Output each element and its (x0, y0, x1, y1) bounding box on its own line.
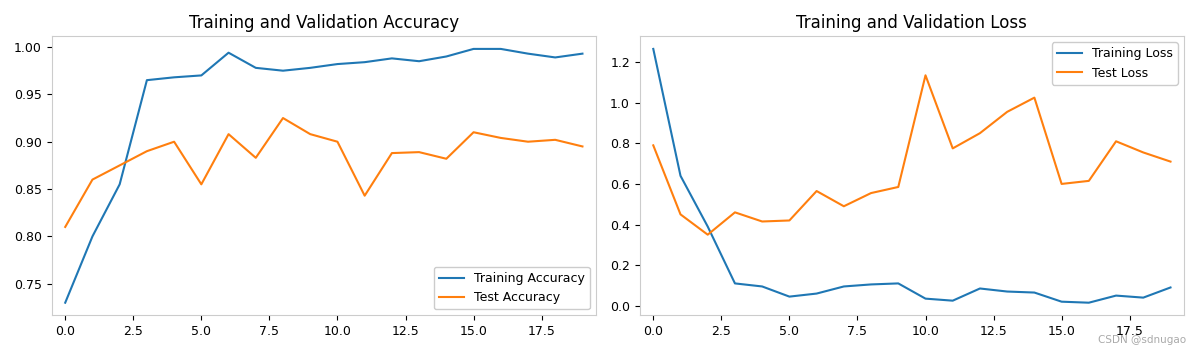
Test Accuracy (249, 156, 264, 160)
Test Accuracy (222, 132, 236, 136)
Training Loss (1163, 285, 1178, 290)
Test Loss (755, 219, 769, 224)
Test Accuracy (547, 138, 562, 142)
Training Loss (727, 281, 742, 285)
Training Loss (646, 47, 660, 51)
Training Accuracy (440, 54, 454, 58)
Text: CSDN @sdnugao: CSDN @sdnugao (1097, 335, 1186, 345)
Training Loss (1054, 300, 1069, 304)
Training Loss (782, 295, 797, 299)
Training Loss (891, 281, 906, 285)
Test Accuracy (521, 140, 536, 144)
Test Loss (1136, 150, 1150, 155)
Training Accuracy (547, 55, 562, 59)
Test Accuracy (412, 150, 426, 154)
Training Accuracy (222, 51, 236, 55)
Test Loss (646, 143, 660, 147)
Training Loss (673, 174, 688, 178)
Training Loss (1082, 301, 1096, 305)
Training Accuracy (466, 47, 480, 51)
Training Loss (919, 296, 933, 301)
Test Loss (864, 191, 878, 195)
Test Accuracy (58, 225, 72, 229)
Training Loss (1109, 294, 1124, 298)
Test Loss (836, 204, 851, 208)
Training Accuracy (521, 51, 536, 56)
Test Loss (782, 218, 797, 222)
Test Loss (673, 212, 688, 216)
Test Loss (919, 73, 933, 77)
Test Accuracy (276, 116, 290, 120)
Training Accuracy (276, 69, 290, 73)
Training Accuracy (385, 56, 399, 61)
Test Loss (727, 210, 742, 214)
Training Loss (1027, 290, 1041, 295)
Training Accuracy (357, 60, 371, 64)
Test Accuracy (494, 136, 508, 140)
Test Accuracy (440, 157, 454, 161)
Test Loss (1027, 95, 1041, 100)
Training Loss (945, 298, 960, 303)
Training Loss (836, 284, 851, 289)
Test Accuracy (167, 140, 181, 144)
Test Accuracy (575, 144, 589, 149)
Test Loss (1054, 182, 1069, 186)
Test Loss (1082, 179, 1096, 183)
Training Loss (1000, 289, 1015, 294)
Line: Test Accuracy: Test Accuracy (65, 118, 582, 227)
Test Loss (891, 185, 906, 189)
Test Accuracy (385, 151, 399, 155)
Training Loss (810, 291, 824, 296)
Test Accuracy (113, 163, 127, 168)
Test Loss (973, 131, 987, 135)
Test Loss (945, 146, 960, 151)
Test Accuracy (303, 132, 317, 136)
Test Accuracy (357, 194, 371, 198)
Line: Training Loss: Training Loss (653, 49, 1170, 303)
Training Accuracy (249, 66, 264, 70)
Training Loss (864, 282, 878, 287)
Test Loss (1109, 139, 1124, 143)
Training Accuracy (194, 73, 208, 77)
Legend: Training Loss, Test Loss: Training Loss, Test Loss (1052, 43, 1178, 85)
Training Accuracy (575, 51, 589, 56)
Training Accuracy (140, 78, 155, 82)
Legend: Training Accuracy, Test Accuracy: Training Accuracy, Test Accuracy (434, 267, 589, 309)
Training Accuracy (85, 234, 99, 239)
Training Loss (973, 287, 987, 291)
Test Loss (701, 233, 715, 237)
Test Loss (1163, 159, 1178, 164)
Test Accuracy (331, 140, 345, 144)
Training Accuracy (331, 62, 345, 66)
Test Accuracy (194, 182, 208, 187)
Training Loss (755, 284, 769, 289)
Test Accuracy (140, 149, 155, 153)
Test Accuracy (85, 177, 99, 182)
Training Accuracy (167, 75, 181, 80)
Training Accuracy (58, 301, 72, 305)
Training Accuracy (412, 59, 426, 63)
Training Loss (1136, 296, 1150, 300)
Training Accuracy (303, 66, 317, 70)
Title: Training and Validation Accuracy: Training and Validation Accuracy (189, 14, 459, 32)
Line: Training Accuracy: Training Accuracy (65, 49, 582, 303)
Test Loss (1000, 110, 1015, 114)
Test Loss (810, 189, 824, 193)
Line: Test Loss: Test Loss (653, 75, 1170, 235)
Training Accuracy (113, 182, 127, 187)
Training Loss (701, 225, 715, 229)
Title: Training and Validation Loss: Training and Validation Loss (797, 14, 1028, 32)
Training Accuracy (494, 47, 508, 51)
Test Accuracy (466, 130, 480, 134)
